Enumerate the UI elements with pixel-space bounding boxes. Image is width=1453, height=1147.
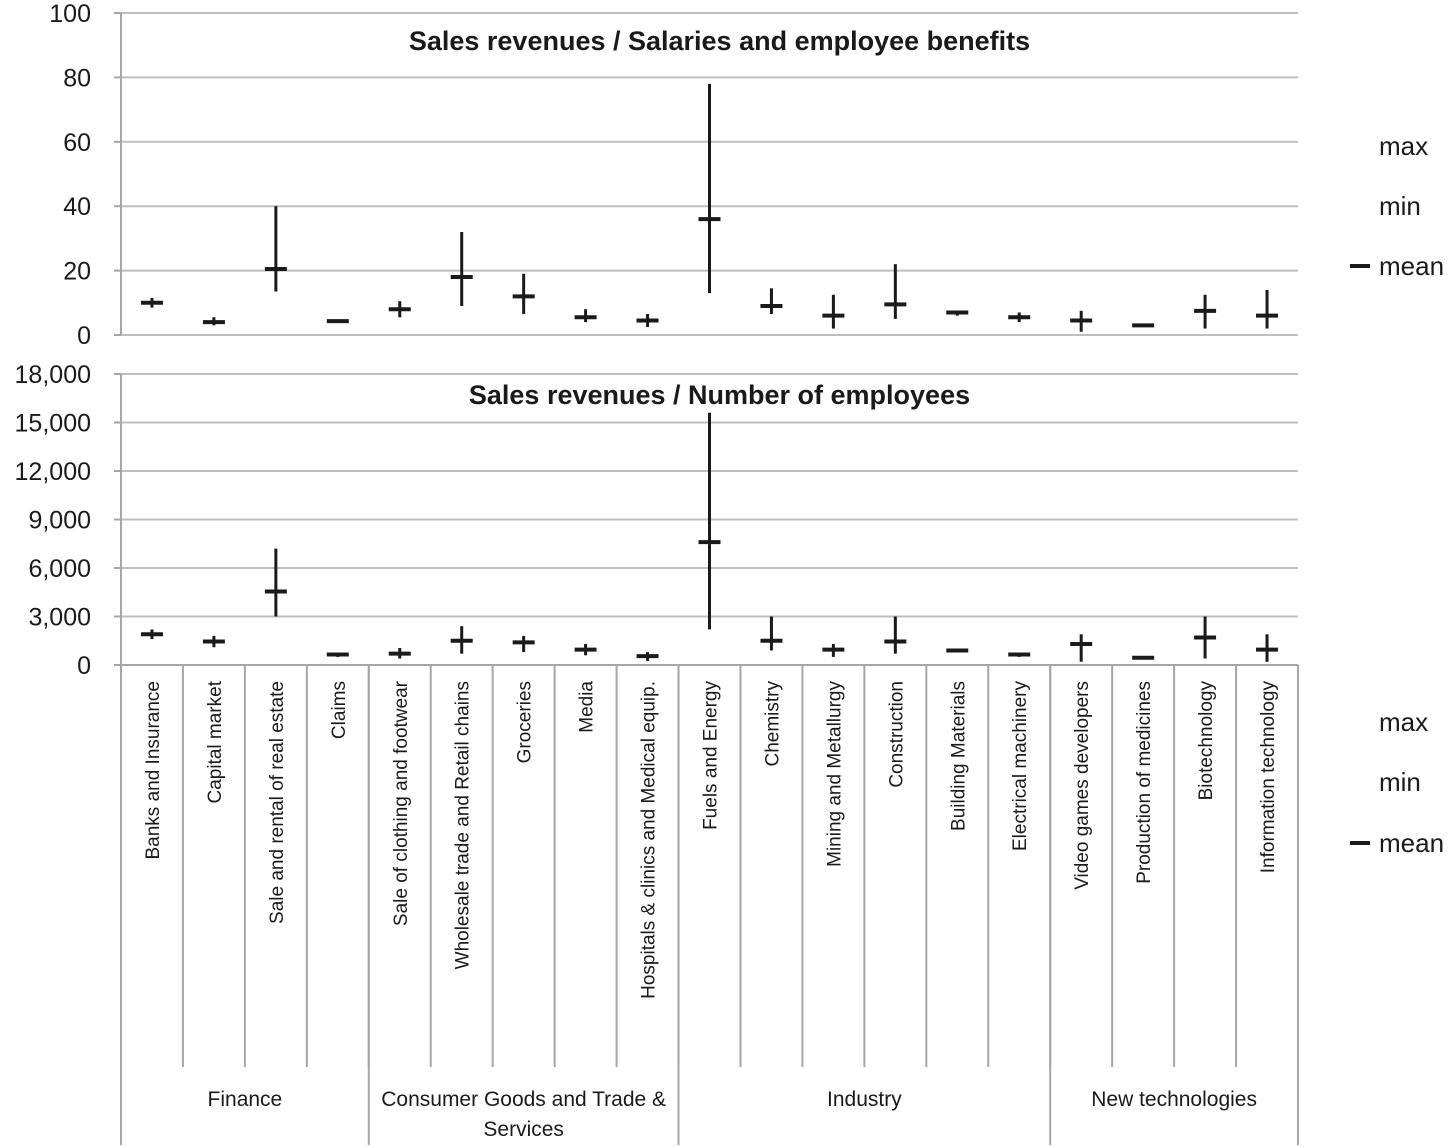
y-tick-label: 100 xyxy=(49,0,91,28)
category-label: Mining and Metallurgy xyxy=(824,681,845,867)
legend-label: min xyxy=(1379,767,1421,797)
category-label: Sale of clothing and footwear xyxy=(391,680,412,926)
category-label: Chemistry xyxy=(762,681,783,767)
category-label: Claims xyxy=(329,681,350,739)
category-label: Sale and rental of real estate xyxy=(267,681,288,924)
y-tick-label: 12,000 xyxy=(15,458,91,486)
category-label: Wholesale trade and Retail chains xyxy=(453,681,474,969)
y-tick-label: 18,000 xyxy=(15,361,91,389)
y-tick-label: 80 xyxy=(63,64,91,92)
category-axis: Banks and Insurance Capital market Sale an… xyxy=(120,664,1299,1145)
y-tick-label: 0 xyxy=(77,322,91,350)
legend-label: min xyxy=(1379,191,1421,221)
group-label: New technologies xyxy=(1091,1088,1257,1111)
legend-label: max xyxy=(1379,131,1428,161)
category-label: Production of medicines xyxy=(1134,681,1155,884)
category-label: Media xyxy=(577,681,598,733)
legend-label: max xyxy=(1379,707,1428,737)
category-label: Building Materials xyxy=(948,681,969,831)
group-label-line: Services xyxy=(483,1118,564,1141)
salaries-panel: 0 20 40 60 80 100 Sales revenues / Salaries an… xyxy=(49,0,1298,350)
y-tick-label: 15,000 xyxy=(15,410,91,438)
y-tick-label: 6,000 xyxy=(28,555,91,583)
y-tick-label: 40 xyxy=(63,193,91,221)
category-label: Construction xyxy=(886,681,907,788)
group-label: Finance xyxy=(208,1088,283,1111)
category-label: Groceries xyxy=(515,681,536,763)
category-label: Fuels and Energy xyxy=(701,681,722,830)
y-tick-label: 3,000 xyxy=(28,604,91,632)
legend-label: mean xyxy=(1379,251,1444,281)
category-label: Information technology xyxy=(1258,681,1279,874)
category-label: Biotechnology xyxy=(1196,681,1217,801)
group-label: Industry xyxy=(827,1088,902,1111)
legend-label: mean xyxy=(1379,828,1444,858)
category-label: Banks and Insurance xyxy=(143,681,164,860)
chart-title: Sales revenues / Number of employees xyxy=(469,380,970,410)
y-tick-label: 60 xyxy=(63,129,91,157)
category-label: Video games developers xyxy=(1072,681,1093,890)
category-label: Electrical machinery xyxy=(1010,681,1031,851)
category-label: Hospitals & clinics and Medical equip. xyxy=(639,681,660,999)
y-tick-label: 0 xyxy=(77,652,91,680)
group-label: Consumer Goods and Trade & Services xyxy=(381,1088,666,1141)
employees-panel: 0 3,000 6,000 9,000 12,000 15,000 18,000 Sales … xyxy=(15,361,1298,680)
y-tick-label: 9,000 xyxy=(28,507,91,535)
legends: max min mean max min mean xyxy=(1350,131,1444,858)
group-label-line: Consumer Goods and Trade & xyxy=(381,1088,666,1111)
category-label: Capital market xyxy=(205,680,226,803)
y-tick-label: 20 xyxy=(63,258,91,286)
chart-title: Sales revenues / Salaries and employee b… xyxy=(409,26,1030,56)
